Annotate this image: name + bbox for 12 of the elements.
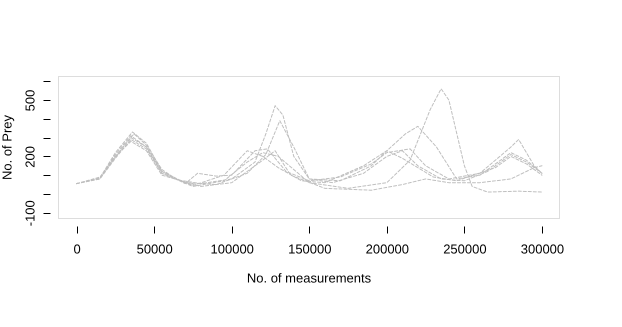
- x-tick-label: 100000: [210, 242, 254, 256]
- y-axis-title: No. of Prey: [0, 114, 14, 180]
- x-tick-label: 50000: [136, 242, 173, 256]
- x-tick-label: 150000: [288, 242, 332, 256]
- y-tick-label: -100: [22, 200, 38, 226]
- x-tick-label: 250000: [443, 242, 487, 256]
- y-tick-label: 500: [22, 90, 38, 112]
- x-axis-title: No. of measurements: [246, 270, 372, 286]
- x-tick-label: 0: [73, 242, 81, 256]
- x-tick-label: 300000: [520, 242, 564, 256]
- x-tick-label: 200000: [366, 242, 410, 256]
- y-tick-label: 200: [22, 146, 38, 168]
